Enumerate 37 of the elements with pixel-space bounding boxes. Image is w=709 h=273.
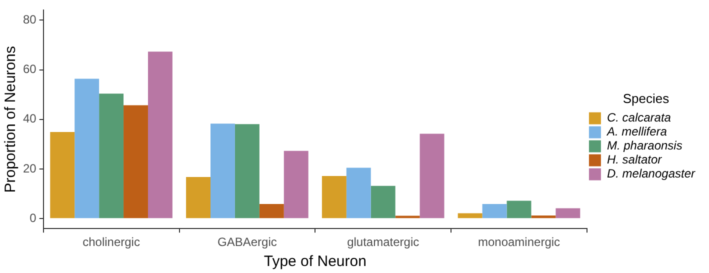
y-tick-label: 0: [30, 210, 37, 225]
bar: [458, 213, 482, 218]
bar: [346, 168, 371, 218]
y-tick-label: 40: [22, 112, 37, 126]
legend-label: A. mellifera: [606, 124, 668, 139]
bar: [234, 124, 260, 218]
bar: [210, 124, 235, 218]
x-tick-label: glutamatergic: [347, 235, 420, 250]
legend-label: H. saltator: [606, 152, 663, 167]
bar: [186, 176, 211, 218]
bar: [322, 176, 346, 218]
y-tick-label: 20: [22, 161, 37, 176]
legend-title: Species: [622, 90, 670, 106]
legend-label: M. pharaonsis: [606, 138, 682, 153]
bar: [531, 215, 556, 218]
y-axis-title: Proportion of Neurons: [2, 46, 20, 193]
bar: [259, 204, 284, 218]
bar: [370, 186, 396, 218]
legend-label: D. melanogaster: [606, 166, 696, 181]
legend-label: C. calcarata: [606, 110, 672, 125]
x-tick-label: cholinergic: [82, 235, 140, 250]
bar: [124, 105, 148, 218]
y-tick-label: 80: [22, 12, 37, 26]
bar: [50, 132, 75, 218]
bar: [99, 94, 124, 218]
y-tick-label: 60: [22, 62, 37, 76]
bar: [506, 200, 532, 218]
bar: [284, 150, 308, 218]
bar: [74, 78, 100, 218]
bar: [420, 134, 444, 218]
bar: [395, 216, 420, 218]
bar: [482, 204, 507, 218]
x-tick-label: GABAergic: [218, 235, 277, 250]
x-tick-label: monoaminergic: [478, 235, 560, 250]
x-axis-title: Type of Neuron: [264, 253, 366, 270]
bar: [556, 208, 580, 218]
bar: [148, 52, 172, 218]
